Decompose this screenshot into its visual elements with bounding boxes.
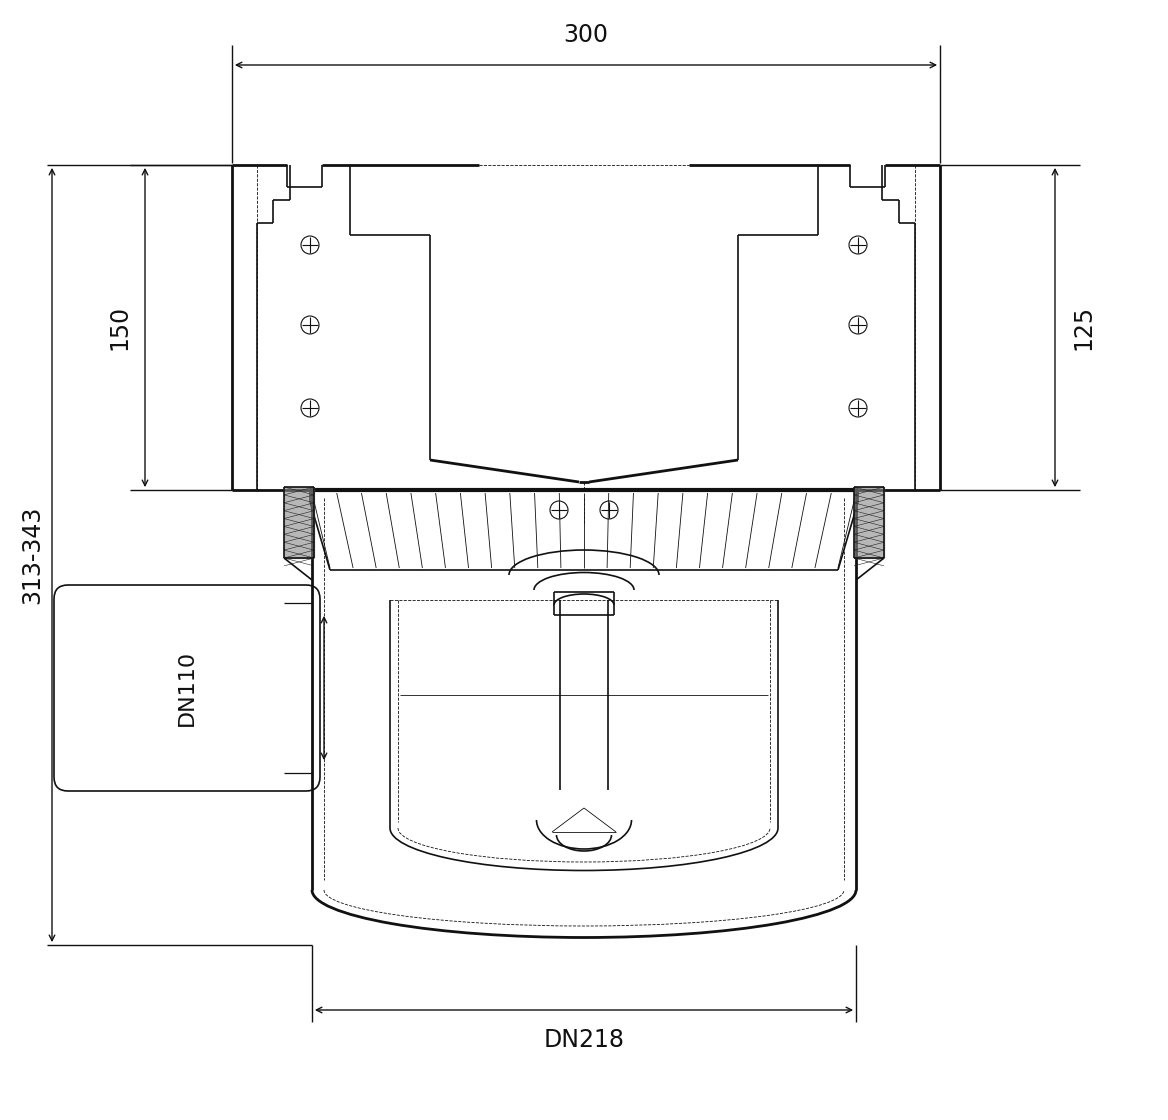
Text: DN218: DN218 bbox=[543, 1028, 625, 1052]
Polygon shape bbox=[284, 487, 314, 558]
Polygon shape bbox=[854, 487, 884, 558]
Text: 313-343: 313-343 bbox=[20, 506, 44, 604]
Text: 150: 150 bbox=[107, 305, 131, 351]
Text: DN110: DN110 bbox=[178, 650, 197, 726]
Text: 125: 125 bbox=[1071, 305, 1096, 351]
Text: 300: 300 bbox=[563, 24, 609, 47]
